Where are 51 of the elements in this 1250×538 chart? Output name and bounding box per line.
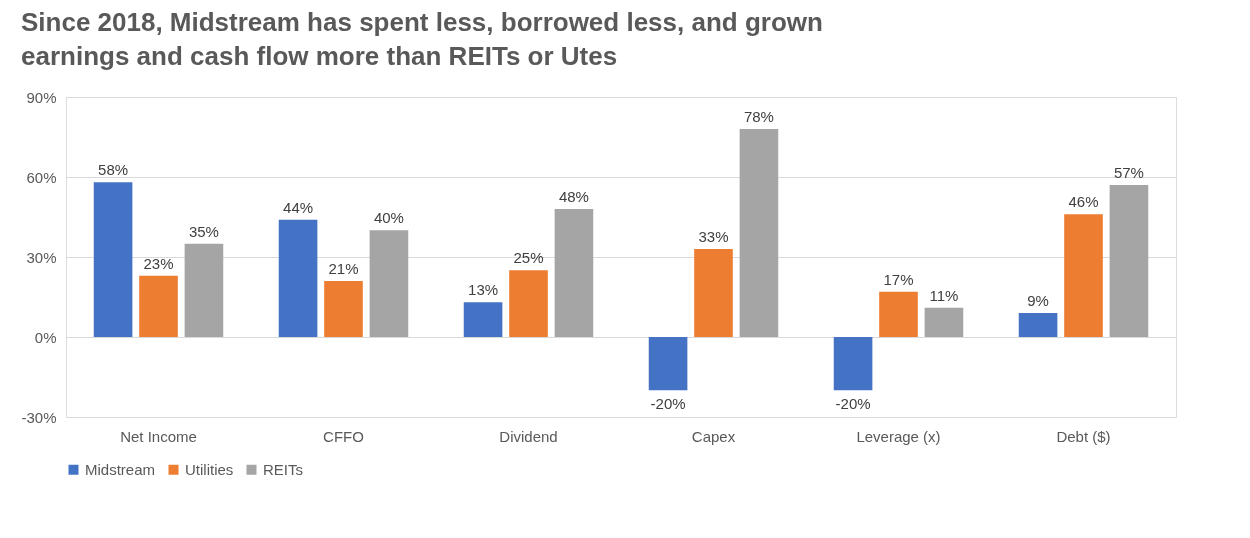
bar (1064, 214, 1103, 337)
bar (369, 230, 409, 337)
bar (184, 243, 224, 337)
data-label: 44% (283, 198, 314, 216)
data-label: 13% (468, 281, 499, 299)
bar (554, 209, 594, 337)
data-label: 9% (1027, 292, 1049, 309)
legend-label: Midstream (85, 460, 156, 478)
bar (463, 302, 503, 337)
data-label: -20% (835, 395, 871, 413)
bar (739, 129, 779, 337)
data-label: 33% (698, 228, 729, 245)
data-label: -20% (650, 395, 686, 413)
data-label: 40% (373, 209, 404, 227)
bar (1109, 185, 1149, 337)
bar (509, 270, 548, 337)
bar (833, 337, 873, 391)
bar (648, 337, 688, 391)
x-tick-label: Debt ($) (1056, 427, 1111, 445)
bar (924, 307, 964, 337)
bar (694, 249, 733, 337)
bar (139, 275, 178, 337)
data-label: 35% (188, 222, 219, 240)
bar (1018, 313, 1058, 337)
data-label: 46% (1068, 193, 1099, 211)
legend-label: Utilities (185, 460, 234, 478)
bar (324, 281, 363, 337)
y-tick-label: 30% (26, 248, 57, 266)
x-tick-label: Dividend (499, 427, 558, 445)
data-label: 11% (929, 286, 959, 304)
data-label: 58% (98, 161, 129, 179)
bar (93, 182, 133, 337)
data-label: 57% (1113, 164, 1144, 181)
y-tick-label: 60% (26, 168, 57, 186)
y-tick-label: 90% (26, 88, 57, 106)
x-tick-label: CFFO (323, 427, 364, 445)
data-label: 23% (143, 254, 174, 272)
x-tick-label: Capex (691, 427, 736, 445)
legend-label: REITs (263, 460, 304, 478)
bar (278, 219, 318, 337)
bar (879, 291, 918, 337)
y-tick-label: -30% (21, 408, 57, 426)
y-tick-label: 0% (34, 328, 57, 346)
data-label: 17% (883, 270, 914, 288)
data-label: 78% (743, 108, 774, 125)
chart-title: Since 2018, Midstream has spent less, borrowed less, and grown earnings and cash flow more than REITs or Utes (20, 7, 823, 71)
data-label: 25% (513, 249, 544, 267)
data-label: 21% (328, 260, 359, 277)
x-tick-label: Leverage (x) (856, 427, 941, 445)
x-tick-label: Net Income (120, 427, 197, 445)
data-label: 48% (558, 188, 589, 205)
